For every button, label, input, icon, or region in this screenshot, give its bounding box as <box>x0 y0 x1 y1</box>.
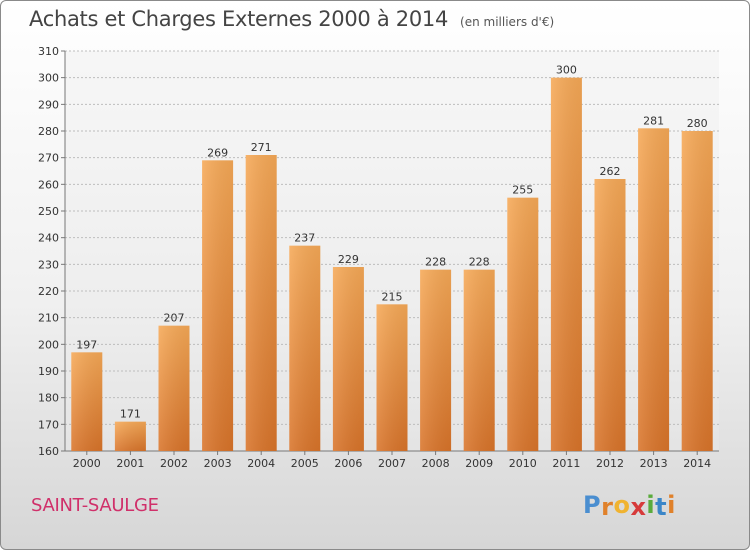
x-tick-label: 2013 <box>640 457 668 470</box>
y-tick-label: 200 <box>38 338 59 351</box>
chart-title: Achats et Charges Externes 2000 à 2014 <box>29 7 449 31</box>
bar-value-label: 228 <box>469 256 490 269</box>
x-tick-label: 2014 <box>683 457 711 470</box>
y-tick-label: 190 <box>38 365 59 378</box>
bar-shade <box>114 421 146 451</box>
x-tick-label: 2007 <box>378 457 406 470</box>
bar-shade <box>332 267 364 451</box>
chart-subtitle: (en milliers d'€) <box>460 15 555 29</box>
y-tick-label: 220 <box>38 285 59 298</box>
y-tick-label: 240 <box>38 232 59 245</box>
bar-value-label: 271 <box>251 141 272 154</box>
bar-shade <box>463 269 495 451</box>
y-tick-label: 310 <box>38 45 59 58</box>
logo-letter: o <box>613 491 631 519</box>
logo-letter: t <box>655 493 668 521</box>
y-tick-label: 300 <box>38 72 59 85</box>
bar-value-label: 255 <box>512 184 533 197</box>
x-tick-label: 2000 <box>73 457 101 470</box>
bar-shade <box>507 197 539 451</box>
bar-shade <box>681 131 713 451</box>
x-tick-label: 2004 <box>247 457 275 470</box>
logo-letter: r <box>601 493 614 521</box>
y-tick-label: 170 <box>38 418 59 431</box>
bar-value-label: 281 <box>643 114 664 127</box>
x-tick-label: 2009 <box>465 457 493 470</box>
bar-shade <box>594 179 626 451</box>
logo-letter: i <box>646 491 656 519</box>
y-tick-label: 270 <box>38 152 59 165</box>
x-tick-label: 2011 <box>552 457 580 470</box>
bar-value-label: 229 <box>338 253 359 266</box>
bar-shade <box>71 352 103 451</box>
x-tick-label: 2003 <box>204 457 232 470</box>
proxiti-logo: Proxiti <box>583 491 676 521</box>
logo-letter: i <box>667 491 676 519</box>
bar-shade <box>158 325 190 451</box>
y-tick-label: 230 <box>38 258 59 271</box>
bar-value-label: 207 <box>164 312 185 325</box>
y-tick-label: 280 <box>38 125 59 138</box>
y-tick-label: 290 <box>38 98 59 111</box>
bar-value-label: 215 <box>382 290 403 303</box>
x-tick-label: 2002 <box>160 457 188 470</box>
logo-letter: x <box>630 493 647 521</box>
x-tick-label: 2006 <box>334 457 362 470</box>
bar-value-label: 237 <box>294 232 315 245</box>
x-tick-label: 2010 <box>509 457 537 470</box>
bar-value-label: 262 <box>600 165 621 178</box>
bar-shade <box>245 155 277 451</box>
bar-shade <box>202 160 234 452</box>
y-tick-label: 260 <box>38 178 59 191</box>
bar-value-label: 171 <box>120 408 141 421</box>
logo-letter: P <box>583 491 602 519</box>
x-tick-label: 2005 <box>291 457 319 470</box>
y-tick-label: 250 <box>38 205 59 218</box>
bar-shade <box>550 77 582 452</box>
bar-shade <box>376 304 408 451</box>
x-tick-label: 2001 <box>116 457 144 470</box>
x-tick-label: 2008 <box>422 457 450 470</box>
y-tick-label: 180 <box>38 392 59 405</box>
town-name: SAINT-SAULGE <box>31 495 159 516</box>
bar-value-label: 197 <box>76 338 97 351</box>
bar-shade <box>420 269 452 451</box>
y-tick-label: 160 <box>38 445 59 458</box>
bar-value-label: 228 <box>425 256 446 269</box>
y-tick-label: 210 <box>38 312 59 325</box>
chart-title-block: Achats et Charges Externes 2000 à 2014 (e… <box>29 7 554 31</box>
bar-value-label: 280 <box>687 117 708 130</box>
bar-value-label: 269 <box>207 146 228 159</box>
bar-shade <box>289 245 321 451</box>
x-tick-label: 2012 <box>596 457 624 470</box>
bar-shade <box>638 128 670 451</box>
bar-value-label: 300 <box>556 64 577 77</box>
